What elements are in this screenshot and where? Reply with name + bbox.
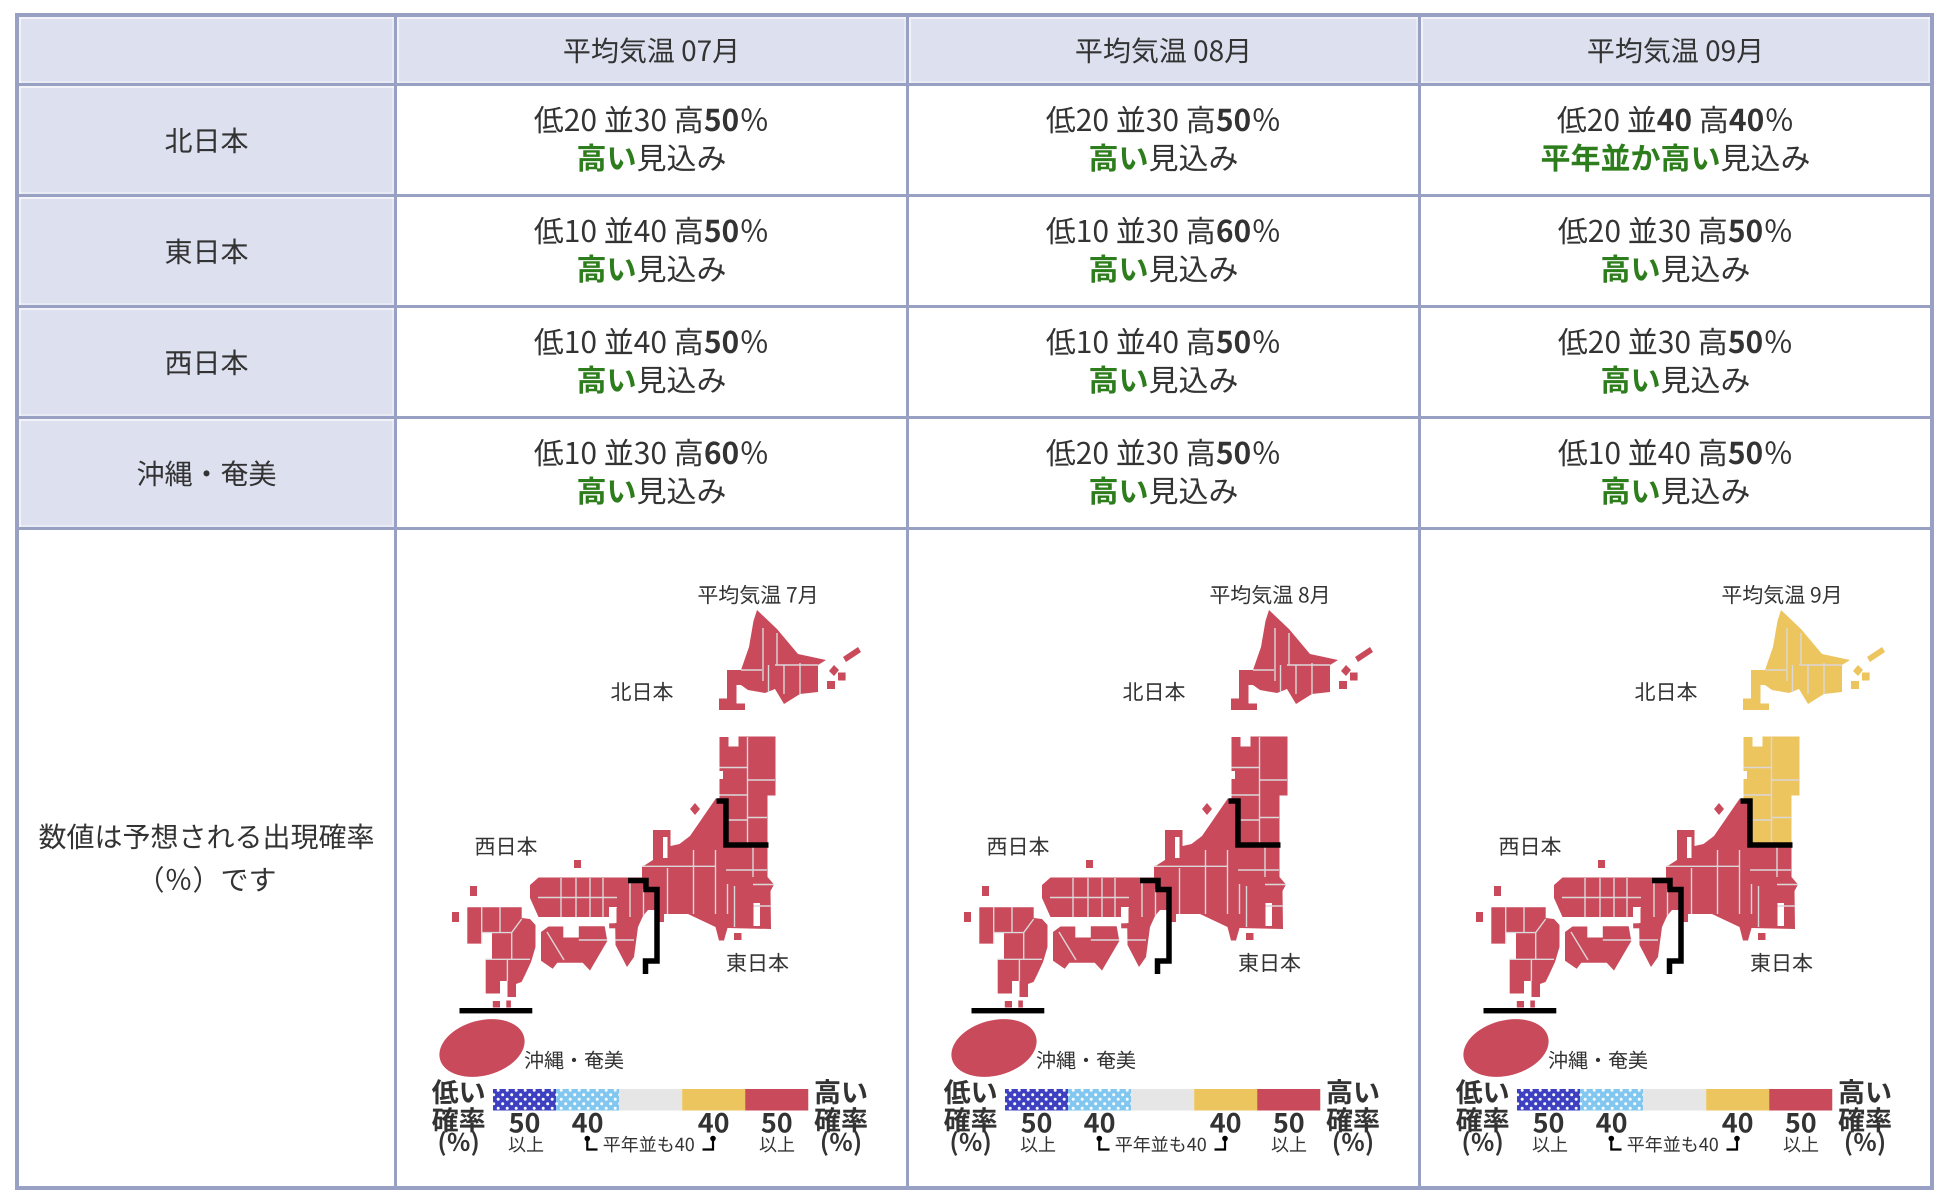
svg-text:確率: 確率 <box>814 1099 868 1138</box>
svg-text:低い: 低い <box>944 1071 998 1110</box>
svg-text:50: 50 <box>1533 1102 1565 1141</box>
svg-text:50: 50 <box>509 1102 541 1141</box>
svg-text:北日本: 北日本 <box>611 677 674 707</box>
svg-text:西日本: 西日本 <box>987 831 1050 861</box>
svg-text:低い: 低い <box>1456 1071 1510 1110</box>
svg-text:(％): (％) <box>438 1123 480 1158</box>
svg-text:平均気温 9月: 平均気温 9月 <box>1721 580 1842 610</box>
svg-text:東日本: 東日本 <box>1750 948 1813 978</box>
svg-text:低い: 低い <box>432 1071 486 1110</box>
svg-text:沖縄・奄美: 沖縄・奄美 <box>524 1045 624 1074</box>
svg-text:以上: 以上 <box>1532 1131 1568 1157</box>
svg-text:北日本: 北日本 <box>1635 677 1698 707</box>
svg-text:高い: 高い <box>814 1071 868 1110</box>
svg-text:以上: 以上 <box>1271 1131 1307 1157</box>
svg-text:高い: 高い <box>1326 1071 1380 1110</box>
svg-text:沖縄・奄美: 沖縄・奄美 <box>1036 1045 1136 1074</box>
svg-text:確率: 確率 <box>432 1099 486 1138</box>
svg-text:40: 40 <box>1210 1102 1242 1141</box>
svg-text:以上: 以上 <box>508 1131 544 1157</box>
svg-text:50: 50 <box>1021 1102 1053 1141</box>
svg-text:確率: 確率 <box>1326 1099 1380 1138</box>
svg-text:確率: 確率 <box>944 1099 998 1138</box>
svg-text:(％): (％) <box>1844 1123 1886 1158</box>
svg-text:平年並も40: 平年並も40 <box>603 1131 695 1157</box>
svg-text:(％): (％) <box>820 1123 862 1158</box>
svg-text:東日本: 東日本 <box>726 948 789 978</box>
svg-text:以上: 以上 <box>759 1131 795 1157</box>
svg-text:以上: 以上 <box>1020 1131 1056 1157</box>
svg-text:東日本: 東日本 <box>1238 948 1301 978</box>
svg-text:確率: 確率 <box>1456 1099 1510 1138</box>
svg-text:40: 40 <box>1722 1102 1754 1141</box>
svg-text:西日本: 西日本 <box>475 831 538 861</box>
svg-text:平年並も40: 平年並も40 <box>1115 1131 1207 1157</box>
svg-text:50: 50 <box>1785 1102 1817 1141</box>
svg-text:40: 40 <box>698 1102 730 1141</box>
svg-text:確率: 確率 <box>1838 1099 1892 1138</box>
svg-text:高い: 高い <box>1838 1071 1892 1110</box>
svg-text:40: 40 <box>1596 1102 1628 1141</box>
svg-text:北日本: 北日本 <box>1123 677 1186 707</box>
svg-text:40: 40 <box>1084 1102 1116 1141</box>
svg-text:(％): (％) <box>1332 1123 1374 1158</box>
svg-text:沖縄・奄美: 沖縄・奄美 <box>1548 1045 1648 1074</box>
svg-text:(％): (％) <box>950 1123 992 1158</box>
svg-text:50: 50 <box>761 1102 793 1141</box>
svg-text:50: 50 <box>1273 1102 1305 1141</box>
svg-text:平均気温 7月: 平均気温 7月 <box>697 580 818 610</box>
svg-text:平均気温 8月: 平均気温 8月 <box>1209 580 1330 610</box>
svg-text:40: 40 <box>572 1102 604 1141</box>
svg-text:(％): (％) <box>1462 1123 1504 1158</box>
svg-text:西日本: 西日本 <box>1499 831 1562 861</box>
svg-text:平年並も40: 平年並も40 <box>1627 1131 1719 1157</box>
svg-text:以上: 以上 <box>1783 1131 1819 1157</box>
